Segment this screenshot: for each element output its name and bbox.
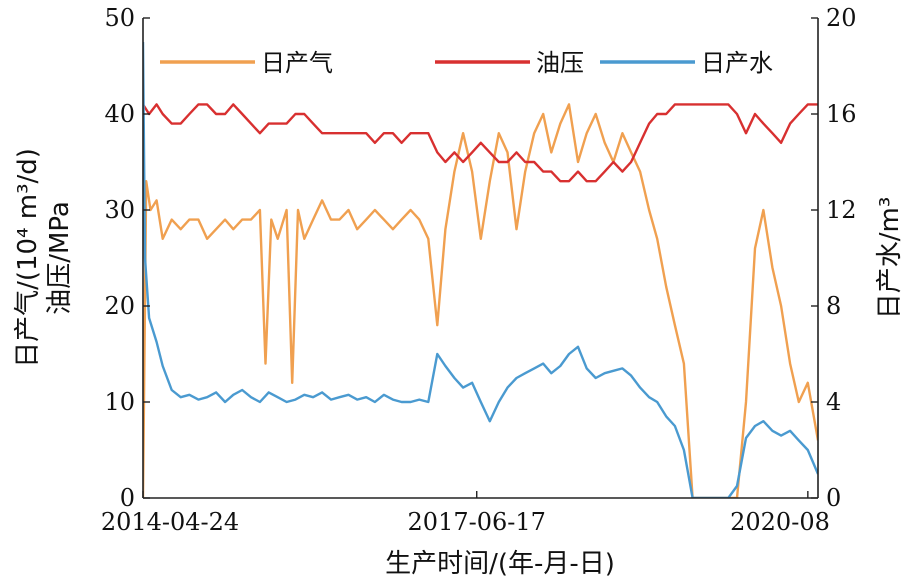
legend-entry-3: 日产水	[600, 49, 773, 77]
x-tick-label: 2014-04-24	[101, 508, 239, 536]
x-tick-label: 2017-06-17	[408, 508, 546, 536]
series-line-3	[143, 41, 818, 498]
legend-label: 日产水	[701, 49, 773, 77]
y-left-tick-label: 50	[104, 4, 135, 32]
y-left-tick-label: 40	[104, 100, 135, 128]
legend: 日产气 油压 日产水	[160, 49, 773, 77]
y-right-tick-label: 4	[826, 388, 841, 416]
legend-label: 日产气	[261, 49, 333, 77]
legend-entry-2: 油压	[435, 49, 584, 77]
y-axis-left-title-gas: 日产气/(10⁴ m³/d)	[13, 148, 43, 368]
series-line-1	[143, 103, 818, 498]
legend-entry-1: 日产气	[160, 49, 333, 77]
y-right-tick-label: 20	[826, 4, 857, 32]
series-layer	[143, 41, 818, 498]
y-left-tick-label: 30	[104, 196, 135, 224]
y-right-tick-label: 0	[826, 484, 841, 512]
y-axis-right-title: 日产水/m³	[875, 197, 905, 320]
y-left-tick-label: 10	[104, 388, 135, 416]
y-right-tick-label: 16	[826, 100, 857, 128]
y-right-tick-label: 8	[826, 292, 841, 320]
x-tick-label: 2020-08	[730, 508, 830, 536]
y-axis-left-title-pressure: 油压/MPa	[45, 201, 75, 315]
y-right-tick-label: 12	[826, 196, 857, 224]
legend-label: 油压	[536, 49, 584, 77]
series-line-2	[143, 103, 818, 183]
y-left-tick-label: 20	[104, 292, 135, 320]
axes-layer: 0 10 20 30 40 50 0 4 8 12 16 20 2014-04-24 2017-06-17…	[101, 4, 857, 536]
x-axis-title: 生产时间/(年-月-日)	[385, 549, 615, 579]
y-left-tick-label: 0	[120, 484, 135, 512]
